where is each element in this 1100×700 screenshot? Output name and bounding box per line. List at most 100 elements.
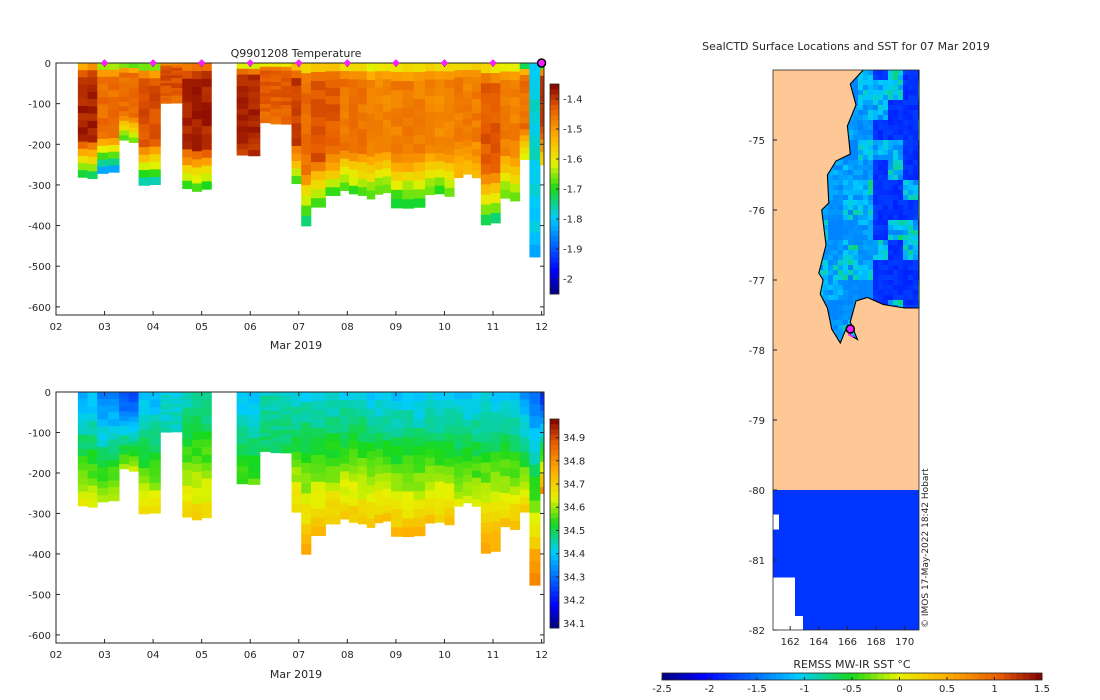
profile-cell [270, 392, 282, 397]
profile-cell [382, 71, 392, 80]
sst-cell [908, 235, 914, 241]
sst-cell [883, 70, 889, 76]
profile-cell [301, 493, 312, 504]
profile-cell [413, 499, 426, 510]
profile-cell [340, 487, 350, 496]
profile-cell [402, 117, 415, 127]
sst-cell [903, 150, 909, 156]
profile-cell [480, 502, 491, 514]
sst-cell [828, 215, 834, 221]
profile-cell [259, 425, 271, 430]
sst-cell [828, 230, 834, 236]
sst-cell [838, 240, 844, 246]
profile-cell [444, 475, 455, 484]
colorbar-segment [769, 673, 777, 680]
sst-cell [873, 110, 879, 116]
sst-cell [873, 145, 879, 151]
profile-cell [500, 509, 511, 519]
colorbar-segment [1029, 673, 1037, 680]
colorbar-segment [788, 673, 796, 680]
profile-cell [108, 83, 120, 91]
profile-cell [191, 135, 203, 144]
sst-cell [833, 185, 839, 191]
sst-cell [908, 155, 914, 161]
sst-cell [898, 240, 904, 246]
profile-cell [357, 129, 368, 138]
sst-cell [828, 275, 834, 281]
profile-cell [182, 102, 193, 111]
profile-cell [382, 79, 392, 88]
profile-cell [425, 514, 436, 524]
surface-marker [246, 59, 255, 67]
profile-cell [201, 181, 212, 190]
sst-cell [838, 325, 844, 331]
profile-cell [310, 454, 326, 465]
sst-cell [903, 285, 909, 291]
profile-cell [248, 472, 261, 480]
sst-cell [893, 250, 899, 256]
sst-cell [858, 135, 864, 141]
profile-cell [128, 392, 139, 398]
profile-cell [182, 501, 193, 510]
x-tick-label: 12 [535, 322, 548, 333]
profile-cell [519, 467, 530, 476]
sst-cell [883, 235, 889, 241]
profile-cell [119, 72, 130, 78]
sst-cell [893, 130, 899, 136]
profile-cell [519, 452, 530, 460]
sst-cell [893, 95, 899, 101]
profile-cell [540, 474, 545, 482]
profile-cell [138, 70, 150, 79]
colorbar-segment [550, 554, 559, 561]
profile-cell [500, 79, 511, 89]
profile-cell [149, 154, 161, 163]
profile-cell [480, 73, 491, 84]
profile-cell [519, 93, 530, 100]
colorbar-segment [550, 591, 559, 598]
salinity-panel: 0-100-200-300-400-500-600 02 03 04 05 06 07 08… [28, 388, 585, 681]
x-tick-label: 09 [390, 650, 403, 661]
profile-cell [171, 426, 183, 430]
colorbar-tick-label: 1 [991, 684, 997, 695]
profile-cell [500, 156, 511, 165]
profile-cell [191, 400, 203, 409]
profile-cell [280, 116, 292, 121]
colorbar-segment [550, 141, 559, 148]
profile-cell [259, 111, 271, 116]
sst-cell [913, 110, 919, 116]
sst-cell [893, 110, 899, 116]
profile-cell [425, 71, 436, 80]
profile-cell [480, 482, 491, 494]
profile-cell [391, 518, 403, 528]
profile-cell [366, 392, 376, 401]
sst-cell [913, 245, 919, 251]
profile-cell [325, 392, 341, 401]
profile-cell [391, 90, 403, 100]
profile-cell [519, 105, 530, 112]
profile-cell [463, 482, 473, 490]
profile-cell [236, 86, 249, 93]
sst-cell [883, 210, 889, 216]
sst-cell [853, 140, 859, 146]
profile-cell [182, 446, 193, 455]
profile-cell [510, 88, 521, 98]
colorbar-segment [706, 673, 714, 680]
sst-cell [823, 290, 829, 296]
sst-cell [913, 120, 919, 126]
profile-cell [540, 455, 545, 463]
surface-marker [197, 59, 206, 67]
sst-cell [848, 265, 854, 271]
colorbar-segment [550, 215, 559, 221]
profile-cell [519, 123, 530, 130]
profile-cell [357, 79, 368, 89]
profile-cell [510, 149, 521, 159]
profile-cell [259, 92, 271, 97]
sst-cell [818, 290, 824, 296]
profile-cell [374, 400, 384, 409]
sst-cell [893, 280, 899, 286]
sst-cell [868, 150, 874, 156]
sst-cell [913, 205, 919, 211]
profile-cell [138, 392, 150, 401]
colorbar-segment [940, 673, 948, 680]
sst-cell [873, 235, 879, 241]
